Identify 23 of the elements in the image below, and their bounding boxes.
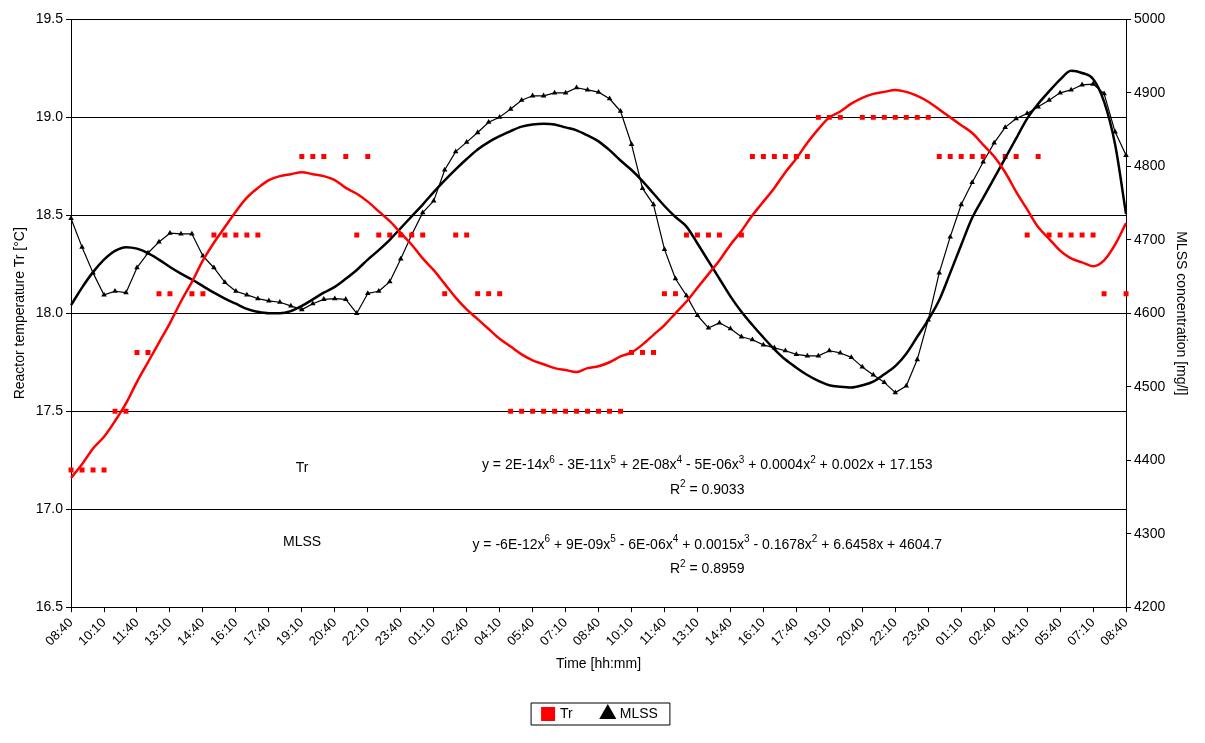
legend-label: MLSS <box>619 704 658 721</box>
y2-axis-title: MLSS concentration [mg/l] <box>1173 231 1190 396</box>
annotation: MLSS <box>283 533 322 550</box>
y-tick-label: 19.5 <box>35 10 64 27</box>
y-axis-title: Reactor temperature Tr [°C] <box>11 227 28 400</box>
y-tick-label: 17.0 <box>35 500 64 517</box>
y-tick-label: 17.5 <box>35 402 64 419</box>
y2-tick-label: 4600 <box>1134 304 1166 321</box>
x-axis-title: Time [hh:mm] <box>556 655 642 672</box>
y-tick-label: 18.5 <box>35 206 64 223</box>
y2-tick-label: 4800 <box>1134 157 1166 174</box>
annotation: Tr <box>295 459 309 476</box>
y2-tick-label: 4400 <box>1134 451 1166 468</box>
y-tick-label: 19.0 <box>35 108 64 125</box>
y2-tick-label: 4900 <box>1134 83 1166 100</box>
y2-tick-label: 4500 <box>1134 377 1166 394</box>
y-tick-label: 18.0 <box>35 304 64 321</box>
y2-tick-label: 5000 <box>1134 10 1166 27</box>
y2-tick-label: 4300 <box>1134 524 1166 541</box>
legend-label: Tr <box>560 704 574 721</box>
y2-tick-label: 4200 <box>1134 598 1166 615</box>
y-tick-label: 16.5 <box>35 598 64 615</box>
y2-tick-label: 4700 <box>1134 230 1166 247</box>
